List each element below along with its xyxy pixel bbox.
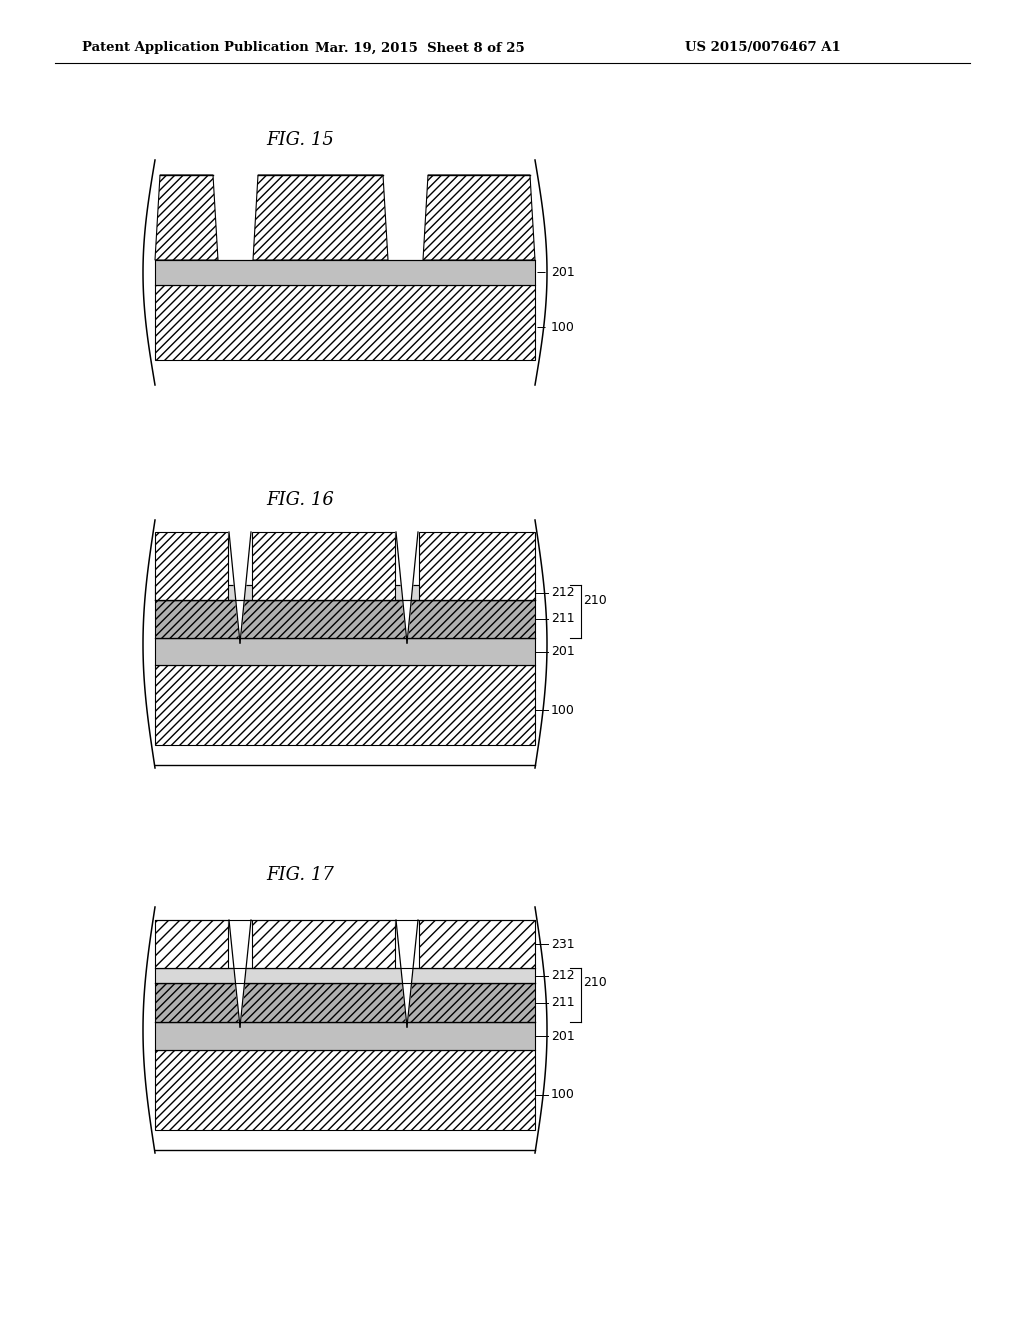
- Polygon shape: [396, 920, 418, 1027]
- Text: 231: 231: [551, 937, 574, 950]
- Polygon shape: [155, 532, 228, 601]
- Text: 212: 212: [551, 969, 574, 982]
- Polygon shape: [155, 665, 535, 744]
- Text: 212: 212: [551, 586, 574, 599]
- Text: Patent Application Publication: Patent Application Publication: [82, 41, 309, 54]
- Polygon shape: [229, 532, 251, 643]
- Text: 211: 211: [551, 997, 574, 1008]
- Polygon shape: [155, 983, 535, 1022]
- Polygon shape: [252, 532, 395, 601]
- Polygon shape: [155, 638, 535, 665]
- Polygon shape: [396, 532, 418, 643]
- Polygon shape: [155, 1049, 535, 1130]
- Text: FIG. 16: FIG. 16: [266, 491, 334, 510]
- Polygon shape: [419, 920, 535, 968]
- Polygon shape: [419, 532, 535, 601]
- Text: US 2015/0076467 A1: US 2015/0076467 A1: [685, 41, 841, 54]
- Text: 201: 201: [551, 645, 574, 657]
- Polygon shape: [229, 920, 251, 1027]
- Polygon shape: [155, 585, 535, 601]
- Polygon shape: [155, 176, 218, 260]
- Polygon shape: [155, 260, 535, 285]
- Polygon shape: [155, 601, 535, 638]
- Text: 210: 210: [583, 594, 607, 606]
- Text: 100: 100: [551, 321, 574, 334]
- Text: 100: 100: [551, 1089, 574, 1101]
- Text: 201: 201: [551, 267, 574, 279]
- Polygon shape: [155, 285, 535, 360]
- Polygon shape: [252, 920, 395, 968]
- Text: 211: 211: [551, 612, 574, 626]
- Polygon shape: [253, 176, 388, 260]
- Text: Mar. 19, 2015  Sheet 8 of 25: Mar. 19, 2015 Sheet 8 of 25: [315, 41, 525, 54]
- Polygon shape: [155, 1022, 535, 1049]
- Text: 100: 100: [551, 704, 574, 717]
- Text: FIG. 15: FIG. 15: [266, 131, 334, 149]
- Text: 201: 201: [551, 1030, 574, 1043]
- Polygon shape: [155, 920, 228, 968]
- Text: 210: 210: [583, 977, 607, 990]
- Polygon shape: [423, 176, 535, 260]
- Polygon shape: [155, 968, 535, 983]
- Text: FIG. 17: FIG. 17: [266, 866, 334, 884]
